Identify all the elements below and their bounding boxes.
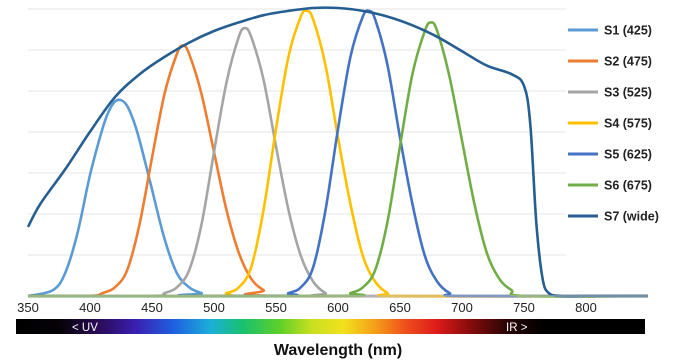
series-line-3 [27, 26, 649, 298]
x-tick-label: 350 [17, 300, 39, 315]
series-line-5 [27, 9, 649, 298]
legend-label: S6 (675) [604, 179, 652, 193]
legend: S1 (425) S2 (475) S3 (525) S4 (575) S5 (625)… [568, 24, 659, 224]
legend-label: S2 (475) [604, 55, 652, 69]
series-line-4 [27, 9, 649, 298]
series-line-1 [27, 98, 649, 298]
grid-lines [28, 8, 566, 256]
x-tick-label: 700 [451, 300, 473, 315]
x-tick-label: 400 [79, 300, 101, 315]
x-tick-label: 650 [389, 300, 411, 315]
legend-label: S3 (525) [604, 86, 652, 100]
legend-label: S5 (625) [604, 148, 652, 162]
ir-band-label: IR > [506, 322, 528, 334]
x-tick-label: 600 [327, 300, 349, 315]
series-line-6 [27, 21, 649, 298]
series-lines [26, 6, 649, 298]
x-axis-label: Wavelength (nm) [274, 342, 402, 359]
uv-band-label: < UV [72, 322, 98, 334]
x-tick-label: 450 [141, 300, 163, 315]
series-line-7 [26, 6, 648, 298]
x-axis-ticks: 350 400 450 500 550 600 650 700 750 800 [17, 300, 597, 315]
series-line-2 [27, 44, 649, 298]
spectrum-band [16, 319, 645, 334]
x-tick-label: 800 [575, 300, 597, 315]
legend-label: S1 (425) [604, 24, 652, 38]
x-tick-label: 750 [513, 300, 535, 315]
x-tick-label: 550 [265, 300, 287, 315]
legend-label: S4 (575) [604, 117, 652, 131]
legend-label: S7 (wide) [604, 210, 659, 224]
x-tick-label: 500 [203, 300, 225, 315]
